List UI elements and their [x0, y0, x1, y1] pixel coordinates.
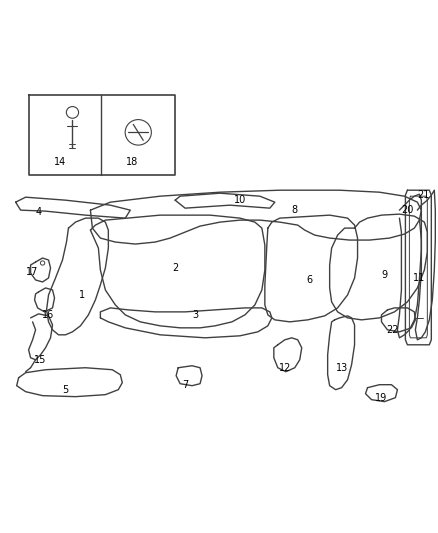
Text: 1: 1: [79, 290, 85, 300]
Text: 7: 7: [182, 379, 188, 390]
Text: 16: 16: [42, 310, 55, 320]
Text: 10: 10: [234, 195, 246, 205]
Text: 13: 13: [336, 363, 348, 373]
Text: 5: 5: [62, 385, 69, 394]
Text: 6: 6: [307, 275, 313, 285]
Text: 17: 17: [26, 267, 39, 277]
Text: 15: 15: [34, 355, 47, 365]
Text: 11: 11: [413, 273, 425, 283]
Text: 14: 14: [54, 157, 67, 167]
Text: 22: 22: [386, 325, 399, 335]
Text: 19: 19: [375, 393, 388, 402]
Text: 20: 20: [401, 205, 413, 215]
Text: 12: 12: [279, 363, 291, 373]
Text: 21: 21: [417, 190, 430, 200]
Text: 3: 3: [192, 310, 198, 320]
Text: 4: 4: [35, 207, 42, 217]
Text: 18: 18: [126, 157, 138, 167]
Text: 2: 2: [172, 263, 178, 273]
Text: 9: 9: [381, 270, 388, 280]
Text: 8: 8: [292, 205, 298, 215]
